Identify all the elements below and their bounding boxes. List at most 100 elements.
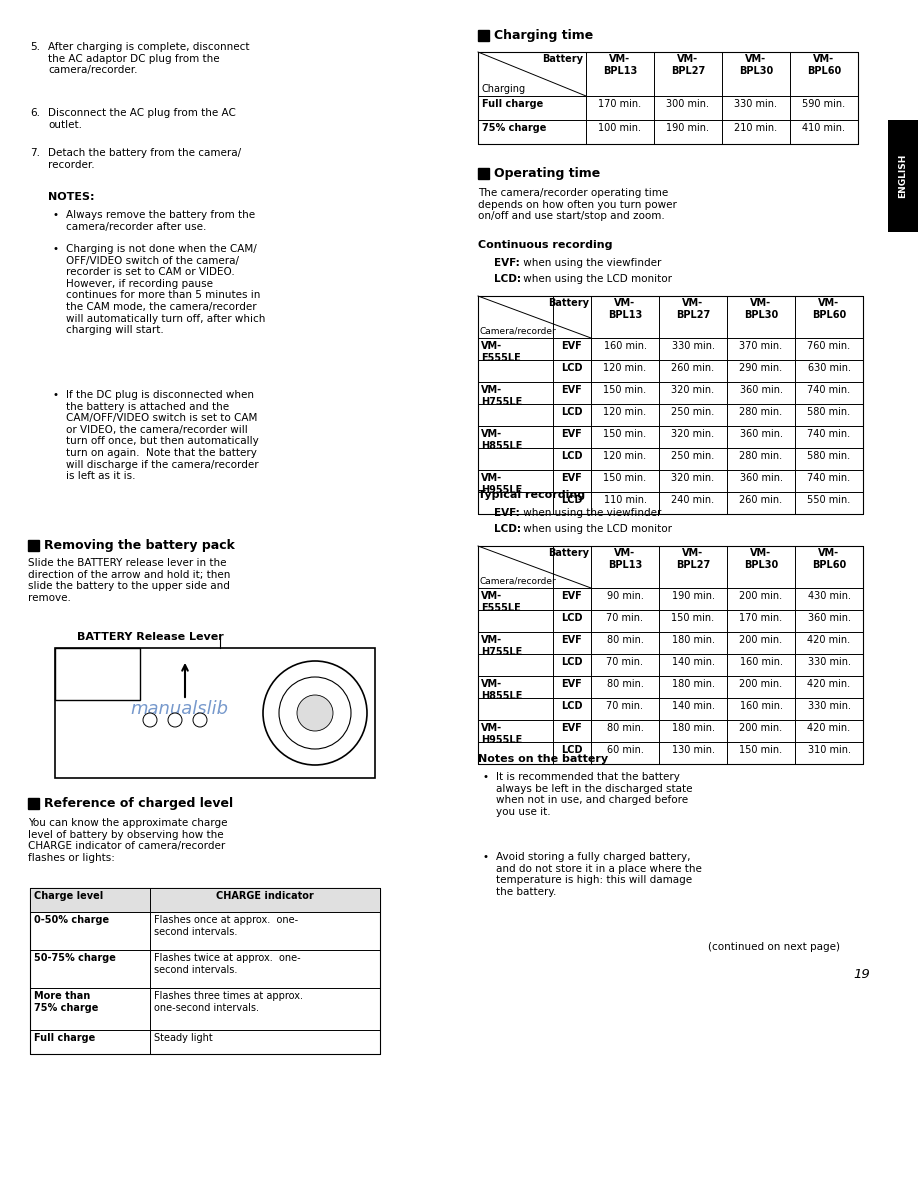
Text: 280 min.: 280 min. [739, 407, 782, 417]
Text: 370 min.: 370 min. [739, 341, 782, 350]
Text: Flashes once at approx.  one-
second intervals.: Flashes once at approx. one- second inte… [154, 915, 298, 936]
Text: VM-
H855LE: VM- H855LE [481, 680, 522, 701]
Text: VM-
BPL13: VM- BPL13 [608, 548, 642, 569]
Text: 19: 19 [853, 968, 870, 981]
Text: 250 min.: 250 min. [671, 451, 714, 461]
Text: 180 min.: 180 min. [671, 723, 714, 733]
Circle shape [168, 713, 182, 727]
Text: LCD: LCD [561, 613, 583, 623]
Text: Charging: Charging [481, 84, 525, 94]
Text: when using the viewfinder: when using the viewfinder [520, 258, 661, 268]
Text: 120 min.: 120 min. [603, 407, 646, 417]
Text: LCD: LCD [561, 451, 583, 461]
Text: Flashes twice at approx.  one-
second intervals.: Flashes twice at approx. one- second int… [154, 953, 300, 974]
Text: 430 min.: 430 min. [808, 590, 850, 601]
Text: Slide the BATTERY release lever in the
direction of the arrow and hold it; then
: Slide the BATTERY release lever in the d… [28, 558, 230, 602]
Text: 6.: 6. [30, 108, 40, 118]
Text: 80 min.: 80 min. [607, 680, 644, 689]
Text: VM-
H955LE: VM- H955LE [481, 723, 522, 745]
Text: 580 min.: 580 min. [808, 451, 851, 461]
Text: 240 min.: 240 min. [671, 495, 714, 505]
Text: 160 min.: 160 min. [603, 341, 646, 350]
Text: If the DC plug is disconnected when
the battery is attached and the
CAM/OFF/VIDE: If the DC plug is disconnected when the … [66, 390, 259, 481]
Text: 110 min.: 110 min. [603, 495, 646, 505]
Text: EVF: EVF [562, 680, 582, 689]
Text: 70 min.: 70 min. [607, 701, 644, 710]
Text: •: • [482, 852, 488, 862]
Text: 630 min.: 630 min. [808, 364, 850, 373]
Text: 290 min.: 290 min. [739, 364, 782, 373]
Text: VM-
BPL30: VM- BPL30 [739, 53, 773, 76]
Text: 280 min.: 280 min. [739, 451, 782, 461]
Text: VM-
H755LE: VM- H755LE [481, 636, 522, 657]
Text: (continued on next page): (continued on next page) [708, 942, 840, 952]
Text: VM-
BPL27: VM- BPL27 [671, 53, 705, 76]
Text: Flashes three times at approx.
one-second intervals.: Flashes three times at approx. one-secon… [154, 991, 303, 1012]
Text: 70 min.: 70 min. [607, 613, 644, 623]
Text: 200 min.: 200 min. [739, 590, 782, 601]
Bar [30, 887, 380, 912]
Text: 190 min.: 190 min. [671, 590, 714, 601]
Circle shape [263, 661, 367, 765]
Bar [888, 120, 918, 232]
Text: 590 min.: 590 min. [802, 99, 845, 109]
Text: 360 min.: 360 min. [808, 613, 850, 623]
Text: Charging time: Charging time [494, 29, 593, 42]
Text: 740 min.: 740 min. [808, 429, 851, 440]
Text: 100 min.: 100 min. [599, 124, 642, 133]
Text: 320 min.: 320 min. [671, 429, 714, 440]
Text: 150 min.: 150 min. [739, 745, 782, 756]
Text: 760 min.: 760 min. [808, 341, 851, 350]
Bar [478, 52, 858, 144]
Text: Full charge: Full charge [34, 1034, 95, 1043]
Text: 320 min.: 320 min. [671, 473, 714, 484]
Text: EVF: EVF [562, 385, 582, 394]
Text: manualslib: manualslib [130, 700, 228, 718]
Text: 360 min.: 360 min. [740, 429, 782, 440]
Circle shape [143, 713, 157, 727]
Text: EVF: EVF [562, 429, 582, 440]
Bar [55, 647, 375, 778]
Text: VM-
BPL27: VM- BPL27 [676, 298, 711, 320]
Text: 580 min.: 580 min. [808, 407, 851, 417]
Text: NOTES:: NOTES: [48, 192, 95, 202]
Text: 190 min.: 190 min. [666, 124, 710, 133]
Text: when using the LCD monitor: when using the LCD monitor [520, 524, 672, 533]
Text: 200 min.: 200 min. [739, 636, 782, 645]
Text: EVF:: EVF: [494, 508, 520, 518]
Text: VM-
H955LE: VM- H955LE [481, 473, 522, 494]
Text: 150 min.: 150 min. [603, 429, 646, 440]
Text: 5.: 5. [30, 42, 40, 52]
Text: 160 min.: 160 min. [740, 701, 782, 710]
Text: Detach the battery from the camera/
recorder.: Detach the battery from the camera/ reco… [48, 148, 241, 170]
Text: Reference of charged level: Reference of charged level [44, 797, 233, 810]
Text: 550 min.: 550 min. [807, 495, 851, 505]
Circle shape [193, 713, 207, 727]
Text: 260 min.: 260 min. [739, 495, 782, 505]
Text: 360 min.: 360 min. [740, 473, 782, 484]
Text: 60 min.: 60 min. [607, 745, 644, 756]
Text: 320 min.: 320 min. [671, 385, 714, 394]
Bar [478, 546, 863, 764]
Text: Camera/recorder: Camera/recorder [480, 577, 556, 586]
Text: The camera/recorder operating time
depends on how often you turn power
on/off an: The camera/recorder operating time depen… [478, 188, 677, 221]
Text: Battery: Battery [548, 548, 589, 558]
Text: •: • [482, 772, 488, 782]
Text: VM-
BPL13: VM- BPL13 [608, 298, 642, 320]
Text: 0-50% charge: 0-50% charge [34, 915, 109, 925]
Text: Charge level: Charge level [34, 891, 103, 901]
Text: LCD:: LCD: [494, 274, 521, 284]
Circle shape [279, 677, 351, 748]
Text: 80 min.: 80 min. [607, 636, 644, 645]
Text: 70 min.: 70 min. [607, 657, 644, 666]
Bar [28, 541, 39, 551]
Text: 250 min.: 250 min. [671, 407, 714, 417]
Text: ENGLISH: ENGLISH [899, 153, 908, 198]
Bar [55, 647, 140, 700]
Text: Always remove the battery from the
camera/recorder after use.: Always remove the battery from the camer… [66, 210, 255, 232]
Text: EVF: EVF [562, 473, 582, 484]
Text: 740 min.: 740 min. [808, 473, 851, 484]
Text: VM-
E555LE: VM- E555LE [481, 590, 521, 613]
Text: 330 min.: 330 min. [808, 701, 850, 710]
Text: VM-
BPL30: VM- BPL30 [744, 548, 778, 569]
